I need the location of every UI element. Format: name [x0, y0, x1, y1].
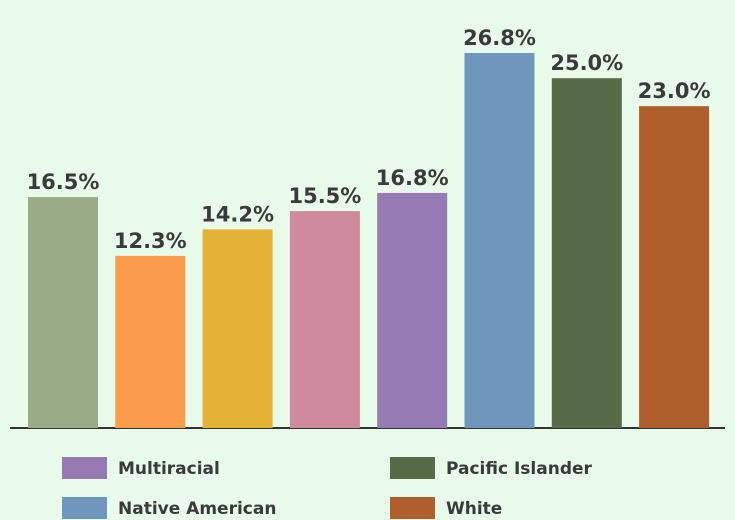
value-label: 15.5% [288, 184, 361, 208]
legend-label: White [446, 499, 502, 519]
legend-label: Pacific Islander [446, 459, 593, 479]
bar [377, 192, 448, 428]
legend-label: Multiracial [118, 459, 220, 479]
value-label: 16.5% [27, 170, 100, 194]
value-label: 14.2% [201, 202, 274, 226]
bar [289, 211, 360, 428]
bar [115, 255, 186, 428]
legend-label: Native American [118, 499, 276, 519]
legend-swatch [390, 497, 435, 519]
legend-swatch [390, 457, 435, 479]
bar [28, 197, 98, 428]
bar [464, 53, 535, 428]
value-label: 16.8% [376, 166, 449, 190]
value-label: 26.8% [463, 26, 536, 50]
bar [551, 78, 622, 428]
value-label: 23.0% [638, 79, 711, 103]
value-label: 25.0% [550, 51, 623, 75]
bar [639, 106, 710, 429]
bar [202, 229, 273, 428]
legend-swatch [62, 457, 107, 479]
value-label: 12.3% [114, 229, 187, 253]
legend-swatch [62, 497, 107, 519]
